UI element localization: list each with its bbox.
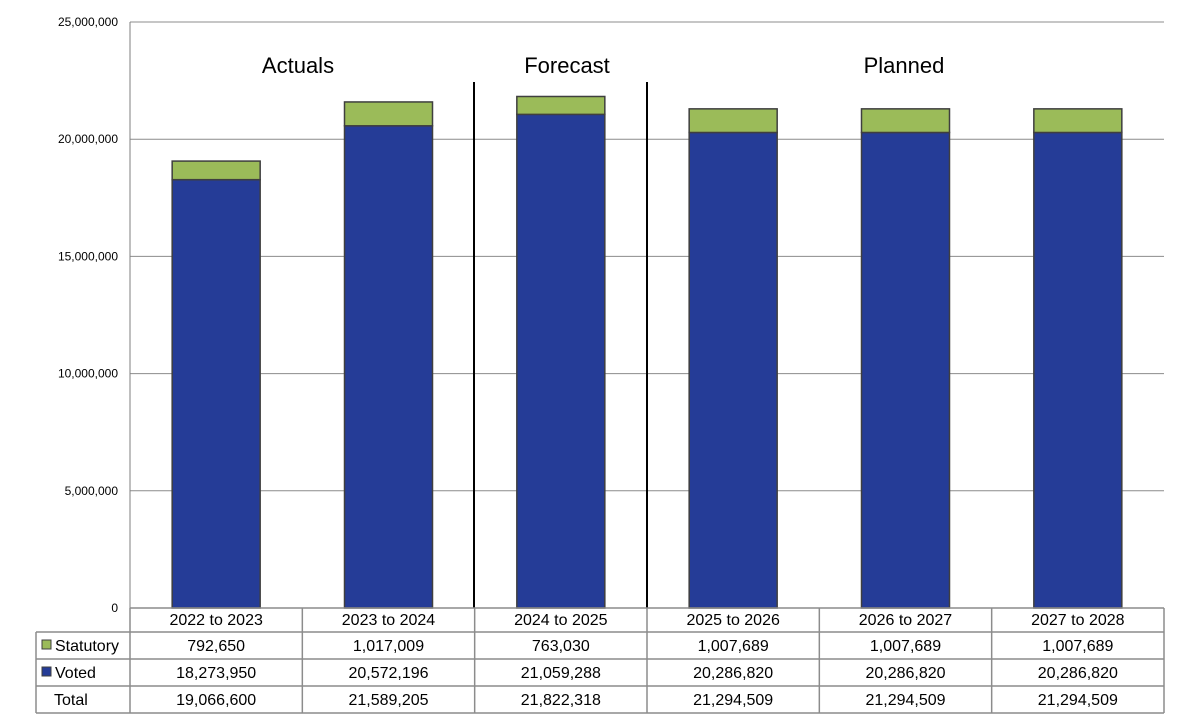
x-category-label: 2023 to 2024 [342,612,436,629]
legend-swatch-voted [41,666,52,677]
y-tick-label: 10,000,000 [58,367,118,381]
bar-voted [516,113,606,609]
bar-statutory [343,101,434,127]
x-category-label: 2025 to 2026 [686,612,780,629]
table-cell: 792,650 [187,638,245,655]
table-cell: 21,589,205 [348,692,428,709]
bar-statutory [1033,108,1123,134]
y-tick-label: 0 [111,601,118,615]
table-cell: 21,294,509 [1038,692,1118,709]
bar-statutory [688,108,778,134]
table-cell: 21,294,509 [865,692,945,709]
table-cell: 20,286,820 [693,665,773,682]
bar-statutory [171,160,261,181]
bar-voted [1033,131,1123,609]
table-cell: 18,273,950 [176,665,256,682]
bar-statutory [516,95,606,116]
legend-label-total: Total [54,692,88,709]
legend-label-voted: Voted [55,665,96,682]
section-label-planned: Planned [864,53,945,78]
bar-voted [860,131,951,609]
bar-voted [688,131,778,609]
section-label-actuals: Actuals [262,53,334,78]
table-cell: 1,007,689 [698,638,769,655]
x-category-label: 2026 to 2027 [859,612,953,629]
table-cell: 1,017,009 [353,638,424,655]
section-label-forecast: Forecast [524,53,610,78]
table-cell: 20,286,820 [1038,665,1118,682]
y-tick-label: 20,000,000 [58,132,118,146]
x-category-label: 2024 to 2025 [514,612,608,629]
y-tick-label: 15,000,000 [58,249,118,263]
legend-swatch-statutory [41,639,52,650]
legend-label-statutory: Statutory [55,638,119,655]
table-cell: 20,572,196 [348,665,428,682]
x-category-label: 2022 to 2023 [169,612,263,629]
y-tick-label: 25,000,000 [58,15,118,29]
bar-voted [343,125,434,609]
table-cell: 19,066,600 [176,692,256,709]
table-cell: 21,822,318 [521,692,601,709]
y-tick-label: 5,000,000 [65,484,119,498]
table-cell: 763,030 [532,638,590,655]
table-cell: 1,007,689 [1042,638,1113,655]
x-category-label: 2027 to 2028 [1031,612,1125,629]
table-cell: 21,059,288 [521,665,601,682]
table-cell: 21,294,509 [693,692,773,709]
table-cell: 20,286,820 [865,665,945,682]
bar-statutory [860,108,951,134]
table-cell: 1,007,689 [870,638,941,655]
bar-voted [171,178,261,609]
